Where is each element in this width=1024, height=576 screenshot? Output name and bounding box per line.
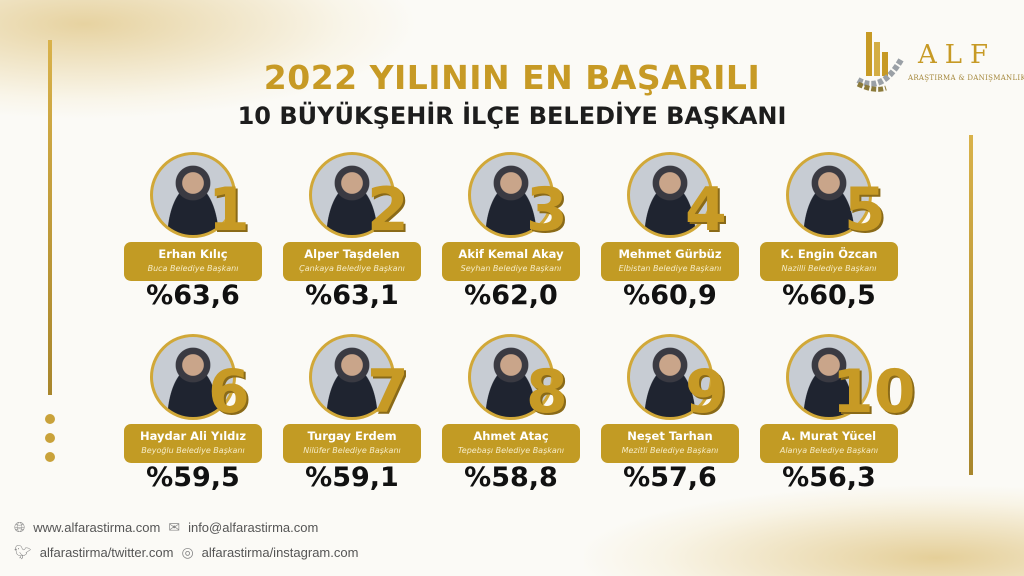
mayor-photo [468,152,554,238]
mayor-name: Haydar Ali Yıldız [139,429,247,443]
logo-name: ALF [918,40,997,70]
mayor-name: Alper Taşdelen [304,247,400,261]
website-link[interactable]: www.alfarastirma.com [33,520,161,535]
rank-number: 1 [208,175,250,245]
gold-divider-line [48,40,52,395]
page-title: 2022 YILININ EN BAŞARILI [263,58,761,97]
mayor-role: Nilüfer Belediye Başkanı [303,446,401,455]
ranking-card: 7 Turgay Erdem Nilüfer Belediye Başkanı %59… [277,334,427,504]
mayor-photo [786,152,872,238]
mayor-photo [150,334,236,420]
approval-percent: %60,9 [623,280,717,311]
rank-number: 9 [685,357,727,427]
mayor-name: Erhan Kılıç [158,247,228,261]
ranking-card: 4 Mehmet Gürbüz Elbistan Belediye Başkanı%… [595,152,745,322]
mayor-role: Tepebaşı Belediye Başkanı [457,446,565,455]
mayor-role: Elbistan Belediye Başkanı [618,264,722,273]
mayor-role: Seyhan Belediye Başkanı [460,264,562,273]
ranking-card: 10 A. Murat Yücel Alanya Belediye Başkanı%… [754,334,916,504]
logo-bars-icon [856,32,905,92]
decor-dot [45,433,55,443]
name-label: Erhan Kılıç Buca Belediye Başkanı [124,242,262,281]
approval-percent: %62,0 [464,280,558,311]
email-link[interactable]: info@alfarastirma.com [188,520,319,535]
ranking-card: 1 Erhan Kılıç Buca Belediye Başkanı %63,6 [118,152,268,322]
mayor-photo [309,152,395,238]
name-label: Neşet Tarhan Mezitli Belediye Başkanı [601,424,739,463]
ranking-card: 6 Haydar Ali Yıldız Beyoğlu Belediye Başka… [118,334,268,504]
mayor-role: Nazilli Belediye Başkanı [781,264,877,273]
mayor-name: Ahmet Ataç [473,429,549,443]
mail-icon: ✉ [168,519,181,535]
instagram-link[interactable]: alfarastirma/instagram.com [201,545,359,560]
mayor-name: Neşet Tarhan [627,429,713,443]
rank-number: 10 [832,357,916,427]
rank-number: 4 [685,175,727,245]
ranking-card: 8 Ahmet Ataç Tepebaşı Belediye Başkanı %58,… [436,334,586,504]
twitter-link[interactable]: alfarastirma/twitter.com [39,545,174,560]
page-subtitle: 10 BÜYÜKŞEHİR İLÇE BELEDİYE BAŞKANI [237,102,787,130]
name-label: A. Murat Yücel Alanya Belediye Başkanı [760,424,898,463]
ranking-card: 3 Akif Kemal Akay Seyhan Belediye Başkanı%… [436,152,586,322]
twitter-icon: 🐦︎ [14,544,32,560]
mayor-name: A. Murat Yücel [781,429,877,443]
mayor-role: Alanya Belediye Başkanı [779,446,879,455]
rank-number: 6 [208,357,250,427]
name-label: Turgay Erdem Nilüfer Belediye Başkanı [283,424,421,463]
approval-percent: %60,5 [782,280,876,311]
mayor-role: Buca Belediye Başkanı [147,264,239,273]
approval-percent: %59,1 [305,462,399,493]
approval-percent: %63,1 [305,280,399,311]
instagram-icon: ◎ [181,544,194,560]
rank-number: 5 [844,175,886,245]
approval-percent: %63,6 [146,280,240,311]
alf-logo: ALF ARAŞTIRMA & DANIŞMANLIK [852,28,1024,94]
approval-percent: %59,5 [146,462,240,493]
mayor-name: Turgay Erdem [307,429,397,443]
gold-divider-line [969,135,973,475]
globe-icon: 🌐︎ [14,519,26,535]
name-label: Haydar Ali Yıldız Beyoğlu Belediye Başkan… [124,424,262,463]
approval-percent: %57,6 [623,462,717,493]
rank-number: 3 [526,175,568,245]
mayor-role: Çankaya Belediye Başkanı [299,264,405,273]
rank-number: 8 [526,357,568,427]
mayor-photo [627,334,713,420]
mayor-photo [627,152,713,238]
mayor-role: Beyoğlu Belediye Başkanı [141,446,245,455]
mayor-photo [786,334,872,420]
mayor-name: Akif Kemal Akay [458,247,564,261]
rank-number: 2 [367,175,409,245]
mayor-name: K. Engin Özcan [780,247,878,261]
mayor-role: Mezitli Belediye Başkanı [621,446,719,455]
approval-percent: %56,3 [782,462,876,493]
name-label: Ahmet Ataç Tepebaşı Belediye Başkanı [442,424,580,463]
name-label: Alper Taşdelen Çankaya Belediye Başkanı [283,242,421,281]
name-label: Akif Kemal Akay Seyhan Belediye Başkanı [442,242,580,281]
ranking-card: 9 Neşet Tarhan Mezitli Belediye Başkanı %57… [595,334,745,504]
decor-dot [45,414,55,424]
logo-subtitle: ARAŞTIRMA & DANIŞMANLIK [908,74,1024,82]
decor-dot [45,452,55,462]
mayor-name: Mehmet Gürbüz [618,247,722,261]
name-label: K. Engin Özcan Nazilli Belediye Başkanı [760,242,898,281]
name-label: Mehmet Gürbüz Elbistan Belediye Başkanı [601,242,739,281]
ranking-card: 5 K. Engin Özcan Nazilli Belediye Başkanı%… [754,152,904,322]
mayor-photo [468,334,554,420]
ranking-card: 2 Alper Taşdelen Çankaya Belediye Başkanı%… [277,152,427,322]
mayor-photo [309,334,395,420]
rank-number: 7 [367,357,409,427]
approval-percent: %58,8 [464,462,558,493]
mayor-photo [150,152,236,238]
